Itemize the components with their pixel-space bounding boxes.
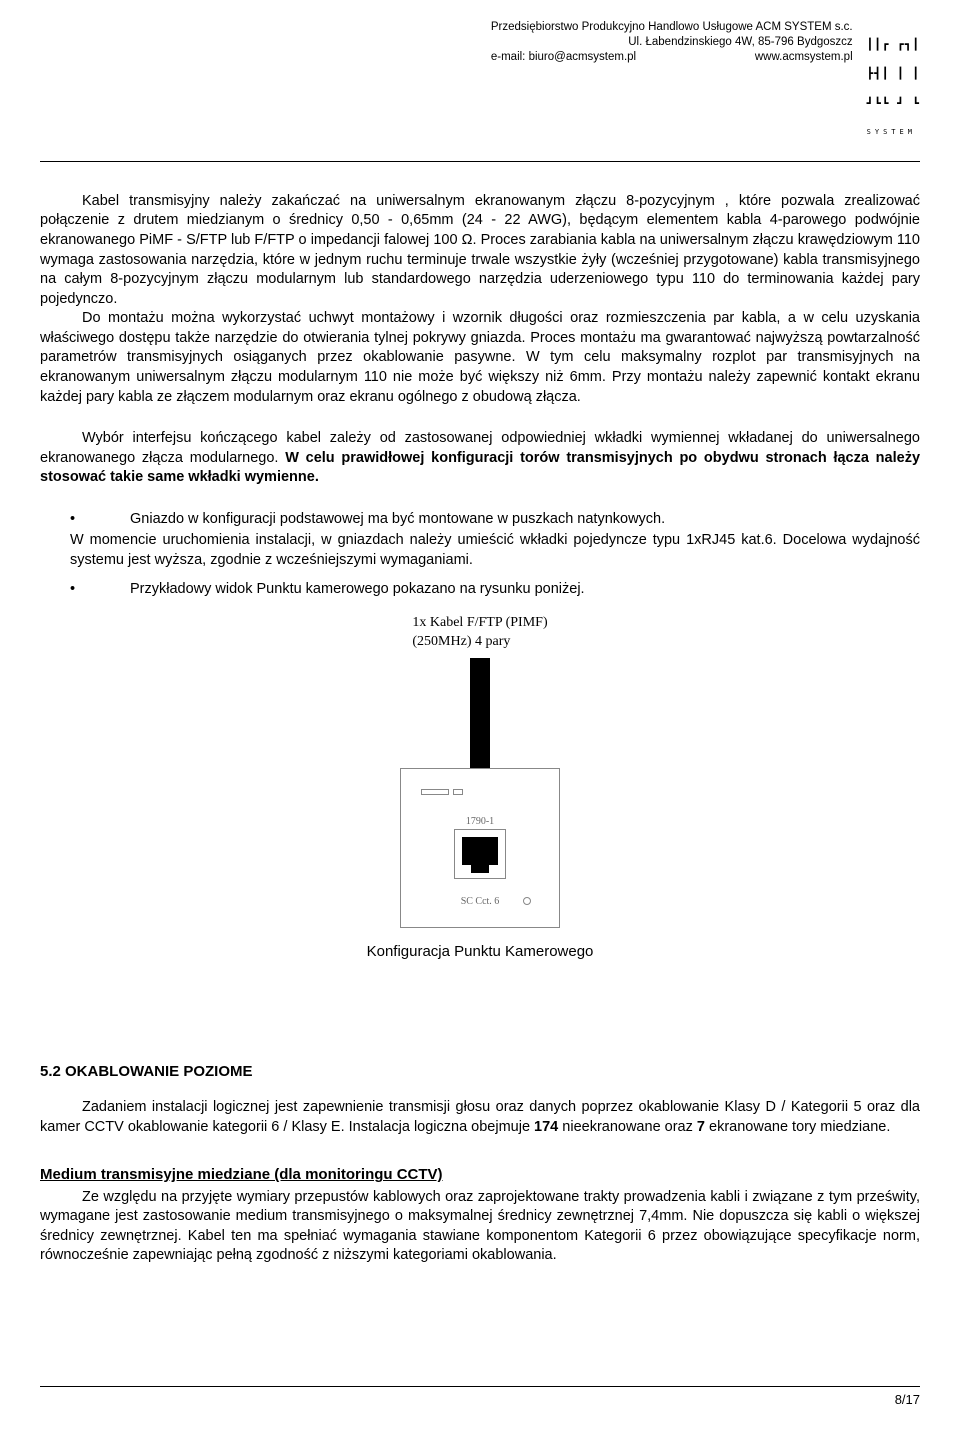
para-2: Wybór interfejsu kończącego kabel zależy… <box>40 429 920 488</box>
bullet-1-line-2: W momencie uruchomienia instalacji, w gn… <box>70 531 920 570</box>
paragraph-block-2: Wybór interfejsu kończącego kabel zależy… <box>40 429 920 488</box>
figure-cable-label: 1x Kabel F/FTP (PIMF) (250MHz) 4 pary <box>412 614 547 652</box>
acm-logo: ┃┃┏ ┏┓┃ ┣┫┃ ┃ ┃ ┛┗┗ ┛ ┗ SYSTEM <box>867 20 920 155</box>
figure-slot-1 <box>421 789 449 795</box>
bullet-item-2: Przykładowy widok Punktu kamerowego poka… <box>70 580 920 600</box>
para-5-2-post: ekranowane tory miedziane. <box>705 1119 890 1135</box>
figure-outlet-box: 1790-1 SC Cct. 6 <box>400 768 560 928</box>
figure-cable-label-l1: 1x Kabel F/FTP (PIMF) <box>412 615 547 630</box>
figure-box-label-bottom: SC Cct. 6 <box>401 895 559 909</box>
figure-screw-icon <box>523 897 531 905</box>
company-address: Ul. Łabendzinskiego 4W, 85-796 Bydgoszcz <box>491 35 853 50</box>
logo-line-2: ┣┫┃ ┃ ┃ <box>867 69 920 79</box>
figure-camera-point: 1x Kabel F/FTP (PIMF) (250MHz) 4 pary 17… <box>40 614 920 962</box>
company-name: Przedsiębiorstwo Produkcyjno Handlowo Us… <box>491 20 853 35</box>
para-medium: Ze względu na przyjęte wymiary przepustó… <box>40 1188 920 1266</box>
company-web: www.acmsystem.pl <box>755 50 853 65</box>
para-5-2-b2: 7 <box>697 1119 705 1135</box>
page-number: 8/17 <box>895 1392 920 1407</box>
paragraph-block-1: Kabel transmisyjny należy zakańczać na u… <box>40 192 920 407</box>
page-footer: 8/17 <box>40 1386 920 1409</box>
bullet-item-1: Gniazdo w konfiguracji podstawowej ma by… <box>70 510 920 571</box>
figure-cable-label-l2: (250MHz) 4 pary <box>412 634 510 649</box>
para-1a: Kabel transmisyjny należy zakańczać na u… <box>40 192 920 309</box>
bullet-2-text: Przykładowy widok Punktu kamerowego poka… <box>130 581 585 597</box>
logo-subtitle: SYSTEM <box>867 129 920 135</box>
figure-rj45-icon <box>462 837 498 865</box>
para-5-2-mid: nieekranowane oraz <box>558 1119 697 1135</box>
para-5-2: Zadaniem instalacji logicznej jest zapew… <box>40 1098 920 1137</box>
heading-5-2: 5.2 OKABLOWANIE POZIOME <box>40 1062 920 1082</box>
logo-line-1: ┃┃┏ ┏┓┃ <box>867 40 920 50</box>
header-text-block: Przedsiębiorstwo Produkcyjno Handlowo Us… <box>491 20 853 65</box>
figure-slot-2 <box>453 789 463 795</box>
figure-box-label-top: 1790-1 <box>401 815 559 829</box>
bullet-1-line-1: Gniazdo w konfiguracji podstawowej ma by… <box>130 511 665 527</box>
figure-cable-line <box>470 658 490 768</box>
para-5-2-b1: 174 <box>534 1119 558 1135</box>
logo-line-3: ┛┗┗ ┛ ┗ <box>867 99 920 109</box>
figure-caption: Konfiguracja Punktu Kamerowego <box>40 942 920 962</box>
company-email: e-mail: biuro@acmsystem.pl <box>491 50 636 65</box>
heading-medium: Medium transmisyjne miedziane (dla monit… <box>40 1165 920 1185</box>
page-header: Przedsiębiorstwo Produkcyjno Handlowo Us… <box>40 20 920 162</box>
para-1b: Do montażu można wykorzystać uchwyt mont… <box>40 309 920 407</box>
bullet-list: Gniazdo w konfiguracji podstawowej ma by… <box>70 510 920 600</box>
